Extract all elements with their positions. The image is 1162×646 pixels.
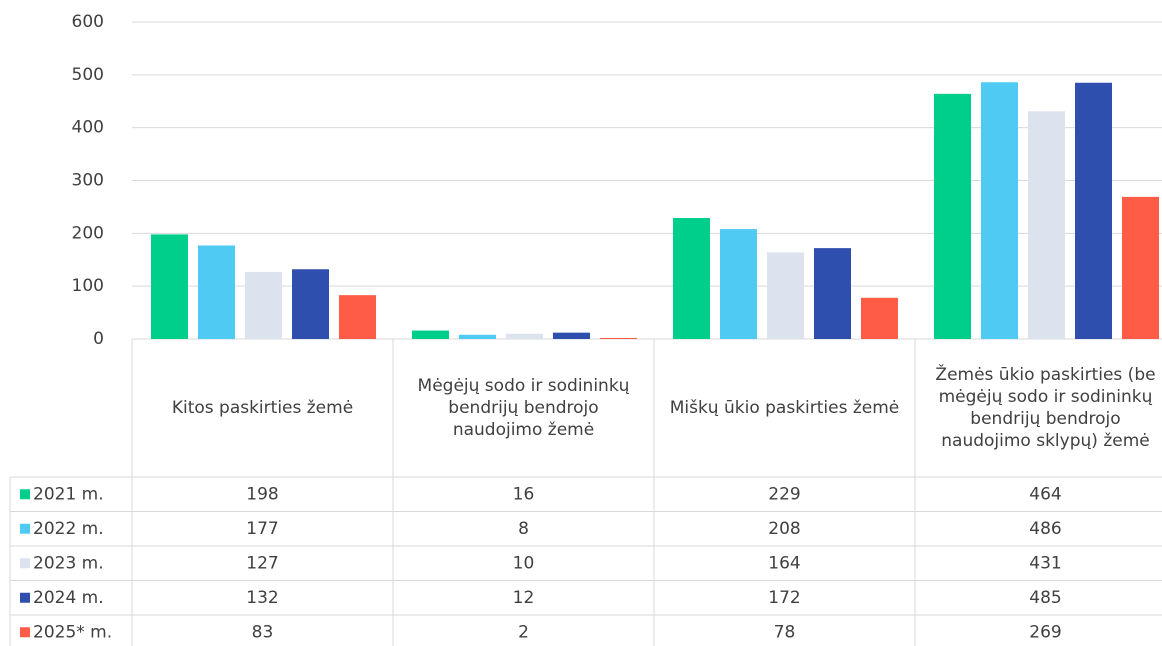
legend-key xyxy=(20,627,30,638)
table-value: 10 xyxy=(513,553,535,573)
x-tick-label: Mėgėjų sodo ir sodininkų bendrijų bendro… xyxy=(417,376,630,440)
bar xyxy=(1122,196,1159,339)
table-value: 2 xyxy=(518,622,529,642)
bar xyxy=(814,248,851,339)
bar xyxy=(767,252,804,339)
bar xyxy=(1075,82,1112,339)
legend-label: 2021 m. xyxy=(33,484,104,504)
y-tick-label: 600 xyxy=(72,12,104,32)
table-value: 198 xyxy=(246,484,278,504)
table-value: 78 xyxy=(774,622,796,642)
bar xyxy=(339,295,376,339)
y-tick-label: 200 xyxy=(72,223,104,243)
table-value: 208 xyxy=(768,519,800,539)
table-value: 464 xyxy=(1029,484,1061,504)
y-tick-label: 500 xyxy=(72,65,104,85)
bar xyxy=(981,82,1018,339)
table-value: 269 xyxy=(1029,622,1061,642)
table-value: 132 xyxy=(246,588,278,608)
x-tick-label: Kitos paskirties žemė xyxy=(171,398,354,418)
bar xyxy=(1028,111,1065,339)
y-tick-label: 0 xyxy=(93,329,104,349)
bar xyxy=(934,93,971,339)
legend-key xyxy=(20,523,30,534)
bar xyxy=(292,269,329,339)
table-value: 431 xyxy=(1029,553,1061,573)
bar xyxy=(459,334,496,339)
bar xyxy=(720,229,757,339)
x-tick-label: Miškų ūkio paskirties žemė xyxy=(669,398,900,418)
legend-key xyxy=(20,558,30,569)
legend-label: 2022 m. xyxy=(33,519,104,539)
bar xyxy=(553,332,590,339)
bar xyxy=(506,333,543,339)
legend-label: 2024 m. xyxy=(33,588,104,608)
y-tick-label: 100 xyxy=(72,276,104,296)
legend-key xyxy=(20,592,30,603)
x-tick-label: Žemės ūkio paskirties (be mėgėjų sodo ir… xyxy=(935,365,1156,451)
table-value: 16 xyxy=(513,484,535,504)
legend-label: 2023 m. xyxy=(33,553,104,573)
legend-key xyxy=(20,489,30,500)
bar xyxy=(861,297,898,339)
bar xyxy=(198,245,235,339)
y-tick-label: 400 xyxy=(72,118,104,138)
bar xyxy=(151,234,188,339)
bar xyxy=(412,330,449,339)
table-value: 485 xyxy=(1029,588,1061,608)
table-value: 164 xyxy=(768,553,800,573)
table-value: 177 xyxy=(246,519,278,539)
table-value: 127 xyxy=(246,553,278,573)
table-value: 12 xyxy=(513,588,535,608)
table-value: 8 xyxy=(518,519,529,539)
table-value: 229 xyxy=(768,484,800,504)
bar xyxy=(600,337,637,339)
table-value: 486 xyxy=(1029,519,1061,539)
y-tick-label: 300 xyxy=(72,171,104,191)
table-value: 83 xyxy=(252,622,274,642)
bar xyxy=(245,271,282,339)
bar xyxy=(673,218,710,339)
legend-label: 2025* m. xyxy=(33,622,112,642)
table-value: 172 xyxy=(768,588,800,608)
